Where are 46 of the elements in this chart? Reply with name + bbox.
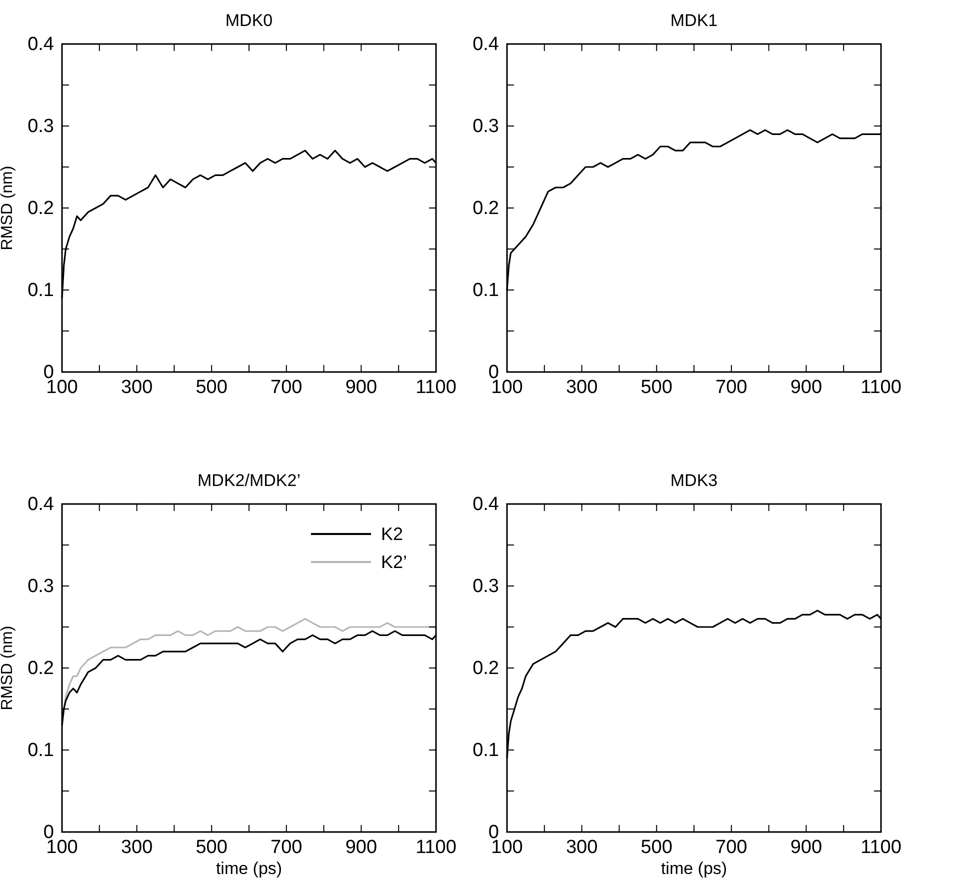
x-tick-label: 1100 [416, 837, 456, 858]
y-tick-label: 0.1 [28, 740, 54, 761]
x-axis-title: time (ps) [660, 859, 728, 878]
x-tick-label: 500 [640, 377, 672, 398]
y-tick-label: 0.4 [28, 34, 54, 55]
y-tick-label: 0.2 [472, 198, 499, 219]
x-tick-label: 500 [640, 837, 672, 858]
y-axis-title: RMSD (nm) [0, 626, 16, 710]
y-tick-label: 0.1 [472, 740, 499, 761]
y-tick-label: 0.2 [28, 198, 54, 219]
y-tick-label: 0.3 [28, 116, 54, 137]
x-tick-label: 700 [270, 377, 302, 398]
x-tick-label: 1100 [860, 377, 902, 398]
x-tick-label: 1100 [860, 837, 902, 858]
x-tick-label: 1100 [416, 377, 456, 398]
y-tick-label: 0.4 [472, 494, 500, 515]
legend-label: K2 [381, 524, 404, 544]
x-tick-label: 900 [345, 837, 378, 858]
legend-label: K2’ [381, 552, 408, 572]
x-tick-label: 500 [196, 837, 228, 858]
x-tick-label: 900 [790, 377, 822, 398]
y-tick-label: 0.3 [28, 576, 54, 597]
chart-title: MDK2/MDK2’ [198, 471, 300, 490]
y-tick-label: 0.1 [472, 280, 499, 301]
x-tick-label: 300 [566, 377, 598, 398]
y-tick-label: 0.4 [28, 494, 54, 515]
y-tick-label: 0.2 [472, 658, 499, 679]
x-tick-label: 700 [716, 377, 748, 398]
x-tick-label: 300 [120, 377, 153, 398]
chart-title: MDK1 [670, 11, 718, 30]
y-tick-label: 0.3 [472, 116, 499, 137]
y-tick-label: 0.3 [472, 576, 499, 597]
x-tick-label: 700 [270, 837, 302, 858]
x-tick-label: 300 [566, 837, 598, 858]
x-tick-label: 500 [196, 377, 228, 398]
x-tick-label: 700 [716, 837, 748, 858]
x-tick-label: 300 [120, 837, 153, 858]
y-tick-label: 0.1 [28, 280, 54, 301]
x-tick-label: 900 [790, 837, 822, 858]
y-axis-title: RMSD (nm) [0, 166, 16, 250]
y-tick-label: 0.2 [28, 658, 54, 679]
chart-title: MDK3 [670, 471, 718, 490]
x-tick-label: 900 [345, 377, 378, 398]
chart-title: MDK0 [225, 11, 273, 30]
y-tick-label: 0.4 [472, 34, 500, 55]
x-axis-title: time (ps) [216, 859, 282, 878]
